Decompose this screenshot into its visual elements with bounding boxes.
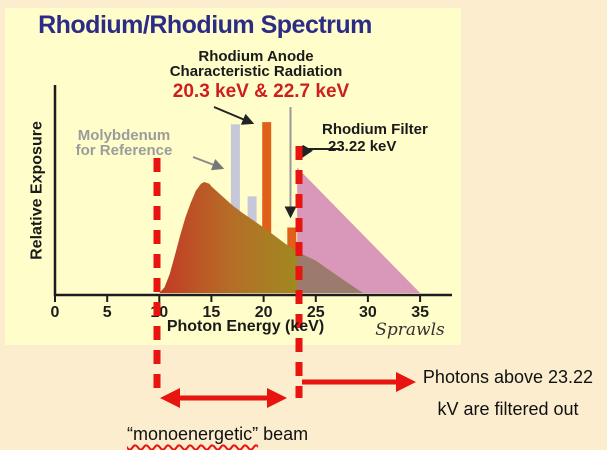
molybdenum-label-line2: for Reference xyxy=(75,142,173,159)
molybdenum-label-line1: Molybdenum xyxy=(77,127,171,144)
x-tick-label: 30 xyxy=(359,304,377,321)
filter-label-line1: Rhodium Filter xyxy=(322,121,428,138)
x-tick-label: 25 xyxy=(307,304,325,321)
anode-kev-label: 20.3 keV & 22.7 keV xyxy=(172,81,350,102)
cutoff-overlap-area xyxy=(297,251,363,293)
x-axis-label: Photon Energy (keV) xyxy=(166,318,325,335)
anode-label-line1: Rhodium Anode xyxy=(198,48,314,65)
monoenergetic-word: “monoenergetic” xyxy=(127,424,259,444)
x-tick-label: 35 xyxy=(411,304,429,321)
filtered-note-line2: kV are filtered out xyxy=(437,399,579,419)
x-tick-label: 0 xyxy=(51,304,60,321)
anode-arrow xyxy=(213,106,255,125)
filter-label-line2: 23.22 keV xyxy=(328,138,397,155)
monoenergetic-label: “monoenergetic” beam xyxy=(127,424,309,445)
x-tick-label: 5 xyxy=(103,304,112,321)
x-axis-ticks: 05101520253035 xyxy=(51,295,429,321)
beam-word: beam xyxy=(258,424,309,444)
slide-title: Rhodium/Rhodium Spectrum xyxy=(38,11,372,39)
molybdenum-arrow xyxy=(192,156,225,171)
x-tick-label: 15 xyxy=(203,304,221,321)
filtered-note-line1: Photons above 23.22 xyxy=(422,367,594,387)
filtered-out-polygon xyxy=(297,167,421,293)
characteristic-line-Rh-20.3 xyxy=(262,122,272,293)
overlap-polygon xyxy=(297,251,363,293)
filter-pointer xyxy=(301,144,340,159)
y-axis-label: Relative Exposure xyxy=(28,121,46,260)
author-signature: Sprawls xyxy=(375,320,445,340)
x-tick-label: 20 xyxy=(255,304,273,321)
anode-label-line2: Characteristic Radiation xyxy=(169,63,343,80)
filtered-out-area xyxy=(297,167,421,293)
axes xyxy=(53,85,452,297)
